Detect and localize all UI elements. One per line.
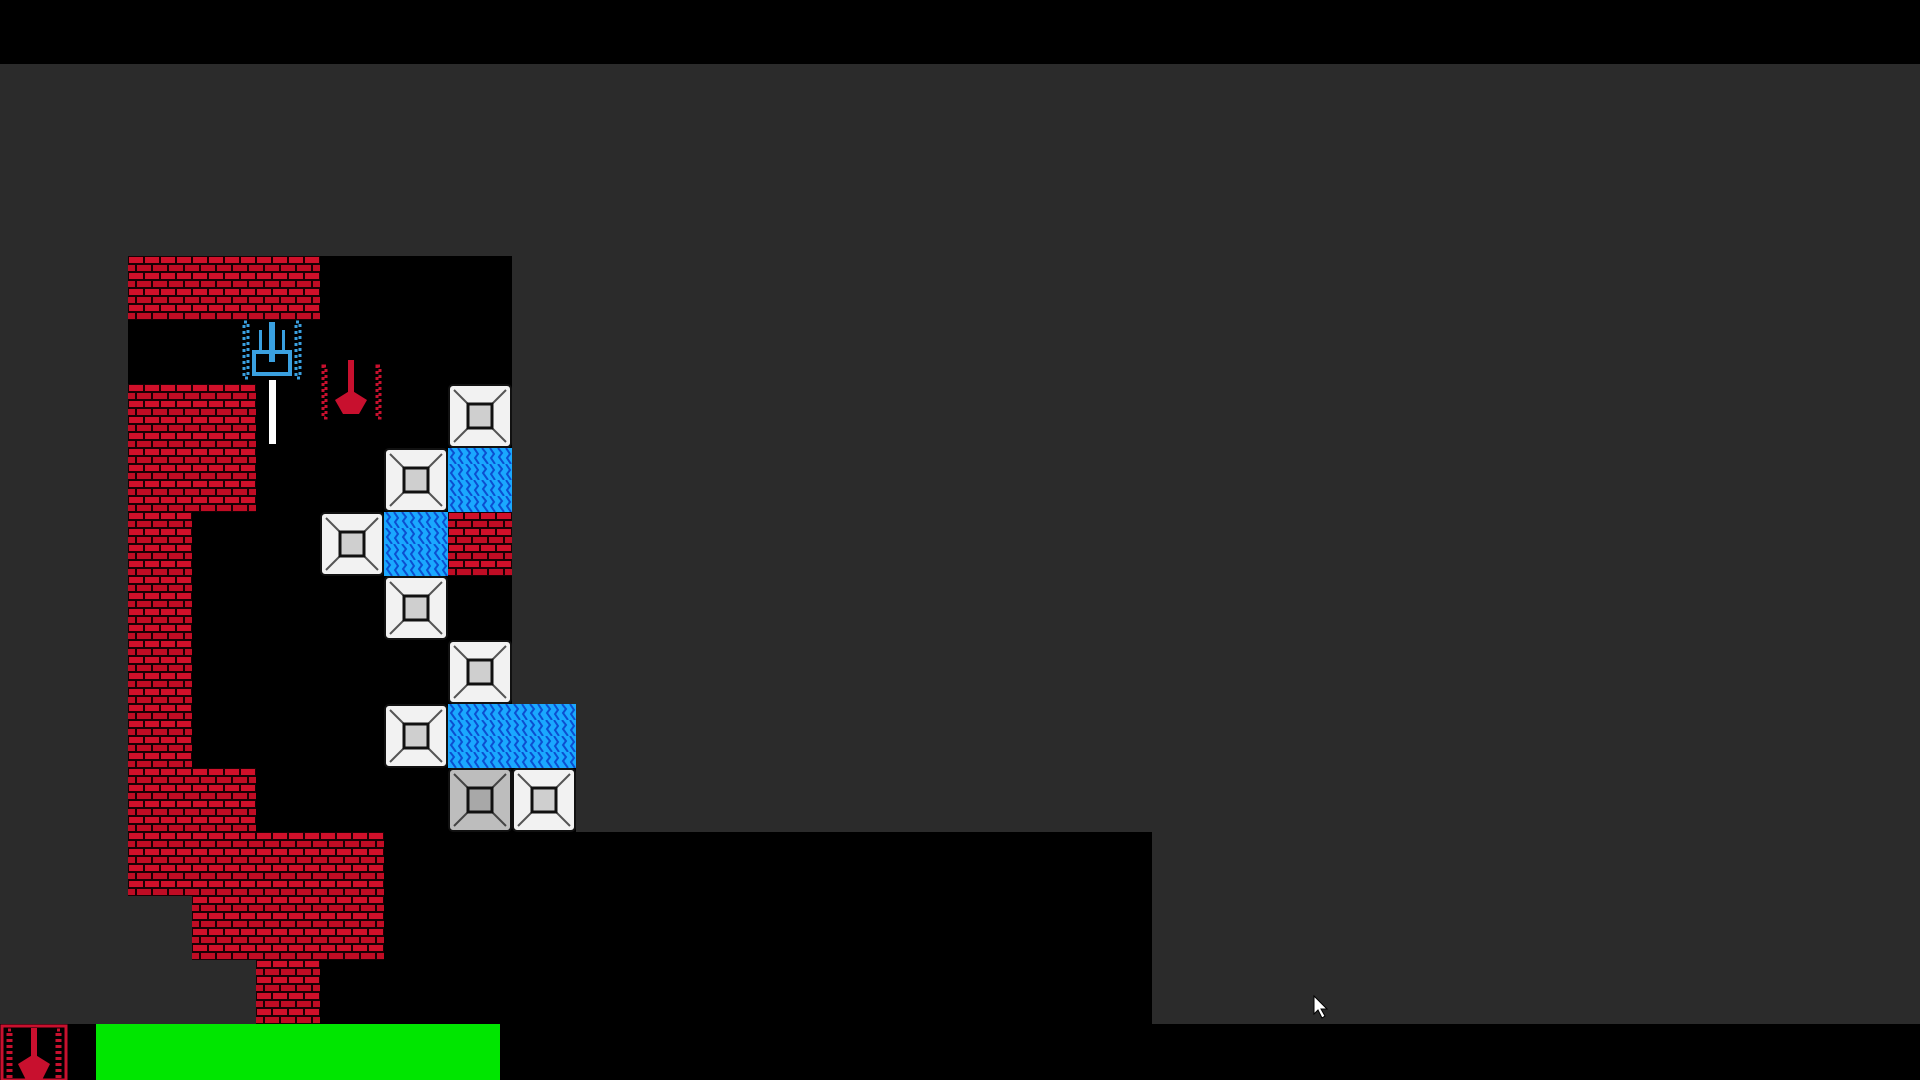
brick bbox=[128, 832, 384, 896]
steel-block bbox=[447, 639, 513, 705]
bullet-trail bbox=[269, 380, 276, 444]
brick bbox=[448, 512, 512, 576]
steel-block bbox=[383, 703, 449, 769]
mouse-cursor bbox=[1313, 994, 1329, 1019]
steel-block bbox=[511, 767, 577, 833]
brick bbox=[128, 768, 256, 832]
brick bbox=[192, 896, 384, 960]
floor bbox=[256, 960, 1152, 1024]
water bbox=[448, 704, 576, 768]
steel-block bbox=[383, 447, 449, 513]
hud-tank-icon bbox=[0, 1024, 68, 1080]
water bbox=[384, 512, 448, 576]
player-tank bbox=[242, 320, 302, 380]
top-bar bbox=[0, 0, 1920, 64]
brick bbox=[128, 384, 256, 512]
steel-block bbox=[383, 575, 449, 641]
enemy-tank bbox=[321, 360, 382, 420]
health-bar bbox=[96, 1024, 500, 1080]
brick bbox=[128, 256, 320, 320]
steel-block bbox=[319, 511, 385, 577]
brick bbox=[256, 960, 320, 1024]
brick-walls bbox=[128, 256, 512, 1024]
brick bbox=[128, 512, 192, 768]
water bbox=[448, 448, 512, 512]
steel-block bbox=[447, 767, 513, 833]
water-tiles bbox=[384, 448, 576, 768]
steel-block bbox=[447, 383, 513, 449]
